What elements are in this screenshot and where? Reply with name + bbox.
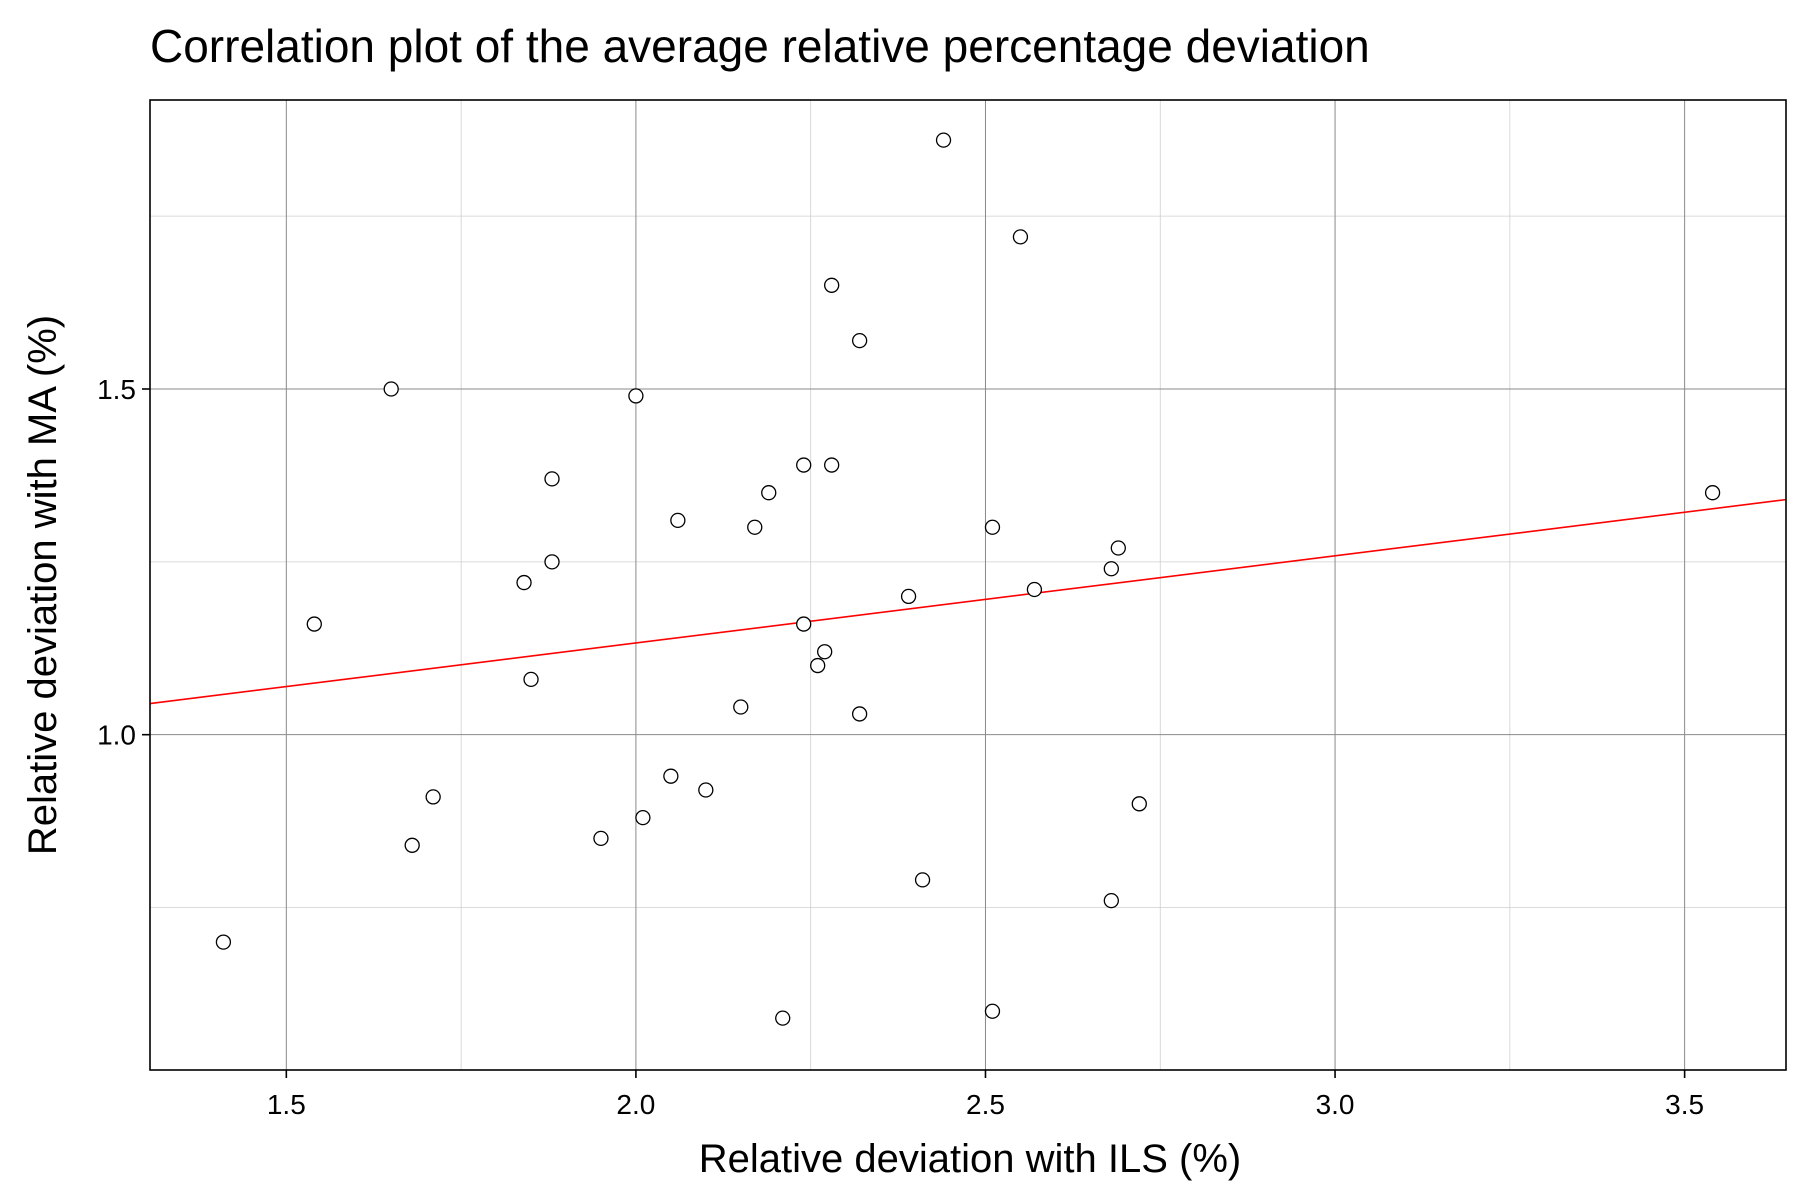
data-point	[824, 457, 840, 473]
data-point	[523, 671, 539, 688]
data-point	[1012, 229, 1029, 245]
data-point	[593, 830, 609, 847]
y-tick-label: 1.5	[97, 374, 136, 405]
regression-line	[149, 498, 1787, 705]
data-point	[1103, 561, 1119, 577]
data-point	[1131, 796, 1147, 812]
data-point	[775, 1010, 791, 1026]
data-point	[628, 388, 644, 404]
data-point	[383, 381, 399, 397]
data-point	[733, 699, 749, 715]
data-point	[215, 934, 232, 950]
data-point	[544, 471, 560, 487]
x-tick-label: 2.0	[616, 1089, 655, 1120]
data-point	[984, 519, 1001, 535]
plot-frame	[149, 99, 1787, 1071]
data-point	[984, 1003, 1001, 1019]
grid	[150, 100, 1786, 1070]
data-point	[824, 277, 840, 293]
data-point	[516, 574, 532, 591]
data-point	[935, 132, 952, 148]
x-tick-label: 2.5	[966, 1089, 1005, 1120]
data-point	[544, 554, 560, 570]
axis-ticks: 1.5 2.0 2.5 3.0 3.5 1.0 1.5	[97, 374, 1704, 1120]
data-point	[796, 616, 812, 632]
data-point	[817, 644, 833, 660]
data-point	[1110, 540, 1126, 556]
data-point	[404, 837, 420, 853]
data-point	[900, 588, 917, 605]
data-point	[914, 872, 931, 888]
data-point	[747, 519, 763, 535]
data-point	[851, 706, 868, 722]
x-axis-label: Relative deviation with ILS (%)	[699, 1137, 1241, 1181]
data-point	[670, 512, 686, 529]
chart-title: Correlation plot of the average relative…	[150, 20, 1370, 72]
data-point	[698, 782, 714, 798]
data-point	[1103, 892, 1119, 909]
data-point	[851, 332, 868, 349]
y-axis-label: Relative deviation with MA (%)	[21, 315, 65, 855]
x-tick-label: 1.5	[267, 1089, 306, 1120]
data-point	[810, 657, 826, 674]
data-point	[425, 789, 441, 805]
fit-line-layer	[149, 498, 1787, 705]
data-point	[635, 809, 651, 826]
data-points	[215, 132, 1721, 1026]
x-tick-label: 3.0	[1316, 1089, 1355, 1120]
data-point	[663, 768, 679, 784]
data-point	[1704, 485, 1721, 501]
y-tick-label: 1.0	[97, 720, 136, 751]
data-point	[796, 457, 812, 473]
data-point	[761, 485, 777, 501]
data-point	[306, 616, 322, 632]
data-point	[1026, 581, 1043, 598]
x-tick-label: 3.5	[1665, 1089, 1704, 1120]
